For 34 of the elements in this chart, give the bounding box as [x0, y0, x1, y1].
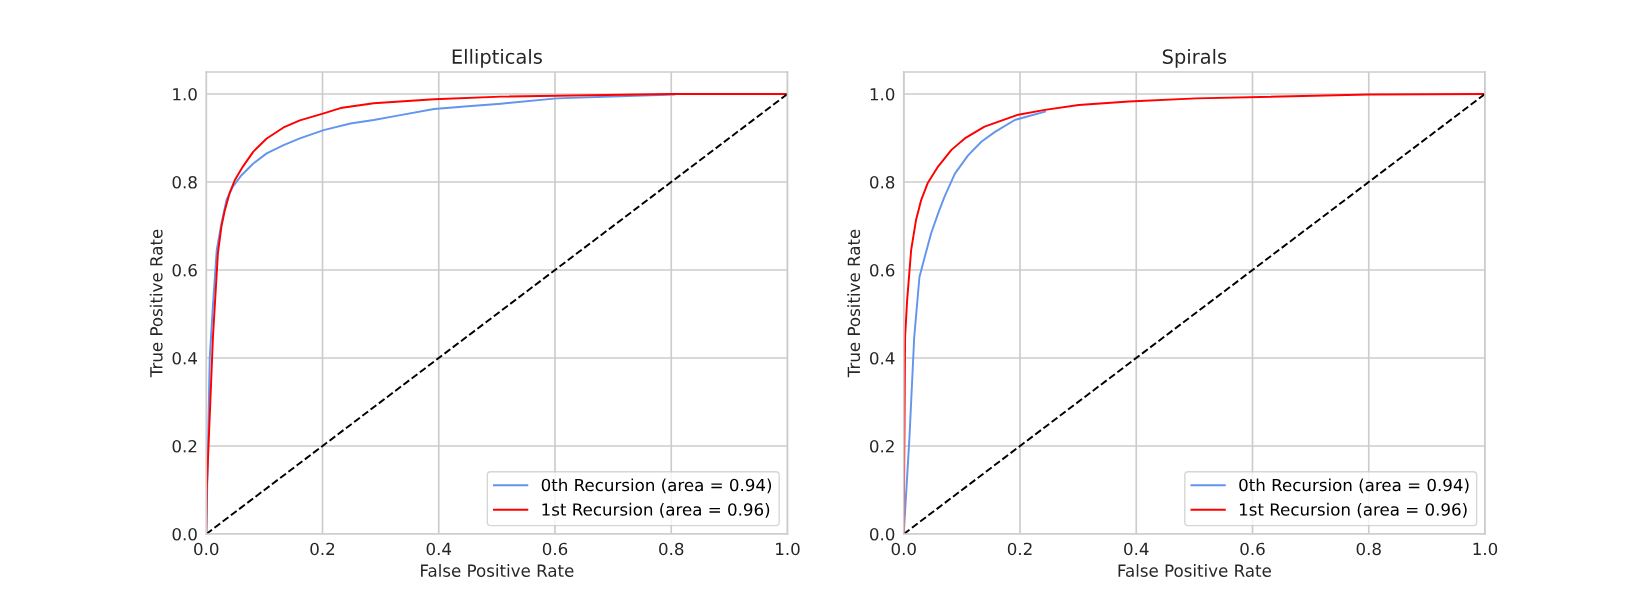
- chart-title: Spirals: [1162, 48, 1227, 68]
- y-tick-label: 0.8: [870, 175, 895, 189]
- x-tick-label: 0.8: [1356, 542, 1381, 556]
- y-axis-title: True Positive Rate: [847, 229, 861, 378]
- y-tick-label: 0.4: [870, 351, 895, 365]
- y-axis-title: True Positive Rate: [149, 229, 163, 378]
- chart-title: Ellipticals: [452, 48, 542, 68]
- y-tick-label: 1.0: [870, 87, 895, 101]
- y-tick-label: 1.0: [173, 87, 197, 101]
- legend-label: 0th Recursion (area = 0.94): [541, 478, 772, 494]
- x-tick-label: 0.0: [194, 542, 219, 556]
- y-tick-label: 0.6: [870, 263, 895, 277]
- x-tick-label: 0.2: [1007, 542, 1032, 556]
- x-tick-label: 0.4: [426, 542, 452, 556]
- x-axis-title: False Positive Rate: [1118, 564, 1271, 577]
- y-tick-label: 0.0: [172, 527, 197, 541]
- y-tick-label: 0.0: [870, 527, 895, 541]
- y-tick-label: 0.6: [172, 263, 197, 277]
- x-tick-label: 1.0: [776, 542, 800, 556]
- legend-label: 1st Recursion (area = 0.96): [1239, 502, 1467, 518]
- x-tick-label: 0.0: [891, 542, 916, 556]
- y-tick-label: 0.8: [172, 175, 197, 189]
- y-tick-label: 0.2: [172, 439, 197, 453]
- legend-label: 1st Recursion (area = 0.96): [542, 502, 770, 518]
- x-tick-label: 0.6: [1240, 542, 1265, 556]
- x-tick-label: 0.2: [310, 542, 335, 556]
- x-axis-title: False Positive Rate: [421, 564, 574, 577]
- y-tick-label: 0.4: [172, 351, 197, 365]
- x-tick-label: 0.6: [542, 542, 568, 556]
- x-tick-label: 1.0: [1473, 542, 1498, 556]
- x-tick-label: 0.4: [1124, 542, 1149, 556]
- y-tick-label: 0.2: [870, 439, 894, 453]
- legend-label: 0th Recursion (area = 0.94): [1239, 478, 1469, 494]
- x-tick-label: 0.8: [659, 542, 684, 556]
